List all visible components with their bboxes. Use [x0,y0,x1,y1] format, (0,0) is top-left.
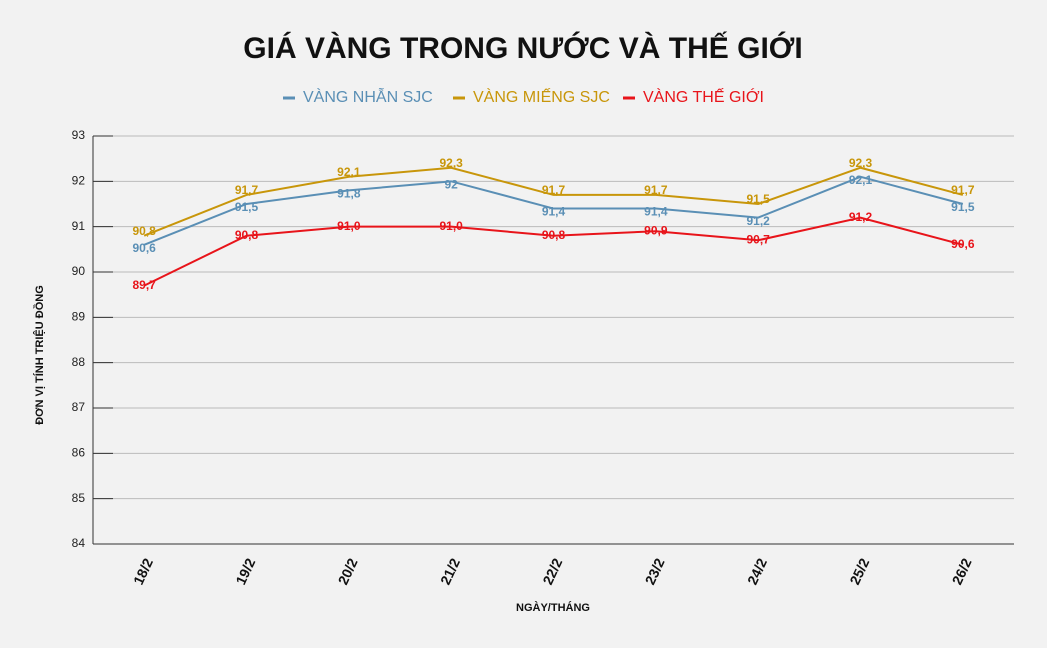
y-tick-label: 90 [72,264,86,278]
x-axis-title: NGÀY/THÁNG [516,601,590,614]
y-tick-label: 87 [72,400,86,414]
data-label: 92,3 [849,156,873,170]
y-tick-label: 85 [72,491,86,505]
data-label: 91,8 [337,187,361,201]
data-label: 91,5 [746,192,770,206]
data-label: 92,3 [439,156,463,170]
data-label: 92,1 [337,165,361,179]
data-label: 91,7 [235,183,259,197]
data-label: 89,7 [132,278,156,292]
legend-label: VÀNG NHẪN SJC [303,87,433,106]
legend-label: VÀNG MIẾNG SJC [473,87,610,106]
data-label: 90,9 [644,223,668,237]
data-label: 91,2 [746,214,770,228]
data-label: 91,0 [337,219,361,233]
y-tick-label: 88 [72,355,86,369]
y-tick-label: 92 [72,174,86,188]
data-label: 91,7 [951,183,975,197]
series-line [143,166,964,237]
data-label: 91,7 [644,183,668,197]
data-label: 91,5 [951,200,975,214]
data-label: 90,8 [132,224,156,238]
data-label: 90,8 [235,228,259,242]
y-axis-title: ĐƠN VỊ TÍNH TRIỆU ĐỒNG [33,285,46,425]
data-label: 91,2 [849,210,873,224]
data-label: 92,1 [849,173,873,187]
series-line [143,216,964,287]
data-label: 91,4 [644,205,668,219]
y-tick-label: 86 [72,446,86,460]
data-label: 90,7 [746,232,770,246]
data-label: 90,6 [132,241,156,255]
y-tick-label: 93 [72,128,86,142]
data-label: 91,4 [542,205,566,219]
data-label: 91,7 [542,183,566,197]
y-tick-label: 84 [72,536,86,550]
series-line [143,175,964,246]
legend-label: VÀNG THẾ GIỚI [643,87,764,106]
data-label: 91,0 [439,219,463,233]
data-label: 91,5 [235,200,259,214]
data-label: 90,8 [542,228,566,242]
data-label: 90,6 [951,237,975,251]
y-tick-label: 89 [72,310,86,324]
data-label: 92 [444,178,458,192]
y-tick-label: 91 [72,219,86,233]
chart-title: GIÁ VÀNG TRONG NƯỚC VÀ THẾ GIỚI [243,31,802,65]
